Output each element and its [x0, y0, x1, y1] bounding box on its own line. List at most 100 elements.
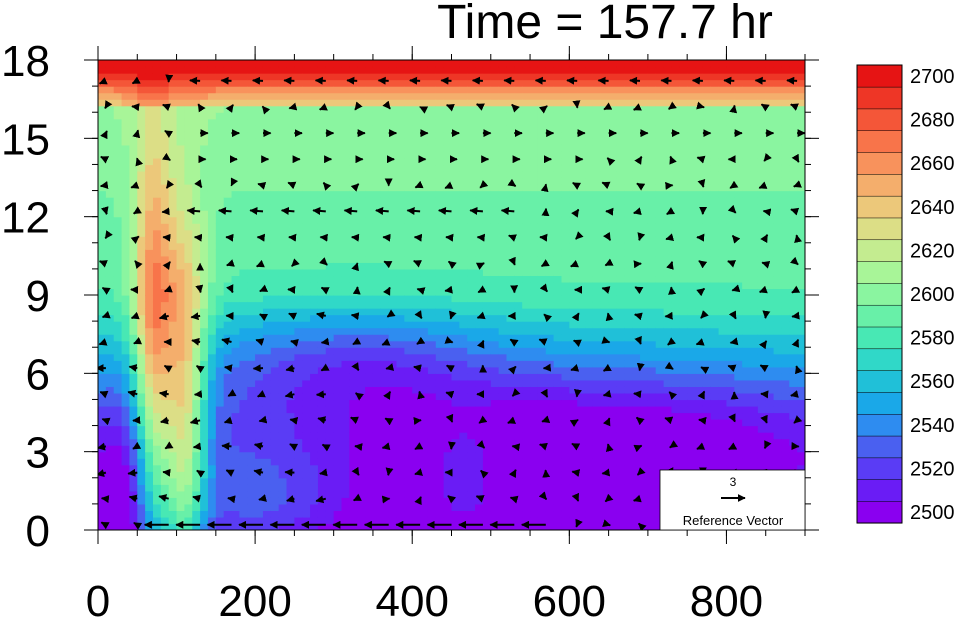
contour-cell — [443, 242, 453, 250]
contour-cell — [475, 281, 484, 290]
contour-cell — [380, 281, 390, 290]
contour-cell — [262, 151, 272, 159]
contour-cell — [255, 484, 264, 492]
contour-cell — [420, 203, 429, 211]
contour-cell — [616, 477, 625, 485]
contour-cell — [482, 490, 492, 498]
contour-cell — [412, 373, 421, 381]
contour-cell — [294, 373, 303, 381]
contour-cell — [451, 112, 460, 120]
contour-cell — [372, 164, 382, 172]
contour-cell — [333, 112, 343, 120]
contour-cell — [357, 464, 366, 472]
contour-cell — [616, 73, 625, 81]
contour-cell — [545, 92, 555, 100]
contour-cell — [482, 112, 492, 120]
contour-cell — [569, 170, 578, 179]
contour-cell — [577, 242, 586, 250]
contour-cell — [632, 490, 641, 498]
contour-cell — [467, 164, 476, 172]
contour-cell — [443, 340, 453, 348]
contour-cell — [372, 314, 382, 322]
contour-cell — [255, 255, 264, 263]
contour-cell — [294, 419, 303, 427]
contour-cell — [435, 301, 445, 309]
contour-cell — [215, 392, 225, 401]
contour-cell — [176, 177, 186, 185]
contour-cell — [223, 99, 233, 107]
contour-cell — [310, 236, 319, 244]
contour-cell — [160, 334, 170, 342]
contour-cell — [247, 164, 256, 172]
contour-cell — [498, 451, 508, 459]
contour-cell — [302, 66, 311, 74]
contour-cell — [608, 262, 618, 270]
contour-cell — [137, 170, 146, 179]
contour-cell — [388, 60, 398, 68]
contour-cell — [137, 255, 146, 263]
contour-cell — [372, 412, 382, 420]
contour-cell — [113, 490, 123, 498]
contour-cell — [388, 503, 398, 512]
contour-cell — [451, 249, 460, 257]
contour-cell — [577, 490, 586, 498]
contour-cell — [325, 379, 335, 387]
contour-cell — [278, 360, 288, 368]
contour-cell — [145, 445, 154, 453]
contour-cell — [207, 203, 217, 211]
contour-cell — [262, 516, 272, 525]
contour-cell — [632, 373, 641, 381]
contour-cell — [145, 425, 154, 433]
contour-cell — [585, 497, 594, 505]
contour-cell — [302, 79, 311, 87]
contour-cell — [616, 255, 625, 263]
contour-cell — [592, 203, 602, 211]
contour-cell — [223, 144, 233, 152]
contour-cell — [215, 523, 225, 530]
contour-cell — [302, 157, 311, 166]
contour-cell — [506, 105, 515, 113]
contour-cell — [380, 210, 390, 218]
contour-cell — [357, 503, 366, 512]
contour-cell — [451, 281, 460, 290]
contour-cell — [624, 503, 633, 512]
contour-cell — [247, 60, 256, 68]
contour-cell — [113, 138, 123, 146]
contour-cell — [498, 399, 508, 407]
contour-cell — [451, 184, 460, 192]
contour-cell — [286, 92, 295, 100]
contour-cell — [247, 386, 256, 394]
contour-cell — [239, 288, 248, 296]
contour-cell — [459, 92, 468, 100]
contour-cell — [537, 223, 547, 231]
contour-cell — [498, 432, 508, 440]
contour-cell — [443, 386, 453, 394]
contour-cell — [365, 347, 374, 355]
contour-cell — [247, 216, 256, 224]
contour-cell — [467, 432, 476, 440]
contour-cell — [616, 412, 625, 420]
contour-cell — [270, 497, 280, 505]
contour-cell — [459, 432, 468, 440]
contour-cell — [215, 432, 225, 440]
contour-cell — [294, 288, 303, 296]
contour-cell — [160, 438, 170, 446]
contour-cell — [168, 340, 178, 348]
contour-cell — [467, 366, 476, 374]
contour-cell — [325, 262, 335, 270]
contour-cell — [577, 471, 586, 479]
contour-cell — [459, 184, 468, 192]
contour-cell — [624, 164, 633, 172]
contour-cell — [113, 314, 123, 322]
contour-cell — [152, 405, 162, 414]
contour-cell — [498, 347, 508, 355]
contour-cell — [223, 295, 233, 303]
contour-cell — [585, 327, 594, 335]
contour-cell — [388, 66, 398, 74]
contour-cell — [113, 164, 123, 172]
contour-cell — [624, 347, 633, 355]
contour-cell — [592, 255, 602, 263]
contour-cell — [255, 203, 264, 211]
contour-cell — [388, 412, 398, 420]
contour-cell — [530, 92, 539, 100]
